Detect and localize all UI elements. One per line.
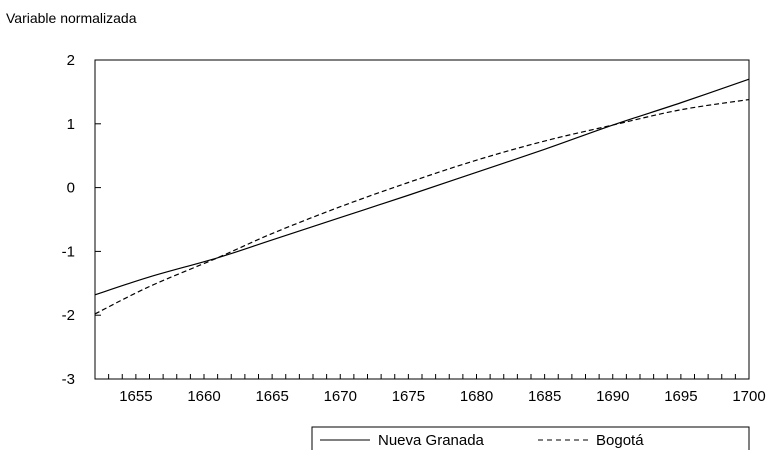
legend: Nueva Granada Bogotá — [311, 426, 750, 450]
series-line-bogota — [94, 98, 750, 315]
x-tick-label: 1675 — [392, 388, 425, 405]
x-tick-label: 1655 — [119, 388, 152, 405]
x-tick-label: 1690 — [596, 388, 629, 405]
y-tick-label: -3 — [62, 371, 75, 388]
x-tick-label: 1665 — [255, 388, 288, 405]
x-tick-label: 1695 — [664, 388, 697, 405]
legend-box — [311, 426, 750, 450]
y-tick-label: 0 — [67, 180, 75, 197]
plot-frame — [94, 59, 750, 380]
x-tick-label: 1685 — [528, 388, 561, 405]
x-axis: 1655 1660 1665 1670 1675 1680 1685 1690 1695 1700 — [108, 374, 766, 405]
y-axis-title: Variable normalizada — [6, 10, 137, 26]
y-tick-label: -1 — [62, 243, 75, 260]
legend-label-bogota: Bogotá — [596, 432, 644, 449]
y-tick-label: -2 — [62, 307, 75, 324]
x-tick-label: 1660 — [187, 388, 220, 405]
y-tick-label: 1 — [67, 116, 75, 133]
x-tick-label: 1700 — [732, 388, 765, 405]
series-line-nueva-granada — [94, 78, 750, 296]
legend-label-nueva-granada: Nueva Granada — [378, 432, 485, 449]
x-tick-label: 1670 — [324, 388, 357, 405]
series-lines — [94, 78, 750, 315]
y-axis: 2 1 0 -1 -2 -3 — [62, 52, 101, 388]
y-tick-label: 2 — [67, 52, 75, 69]
x-tick-label: 1680 — [460, 388, 493, 405]
